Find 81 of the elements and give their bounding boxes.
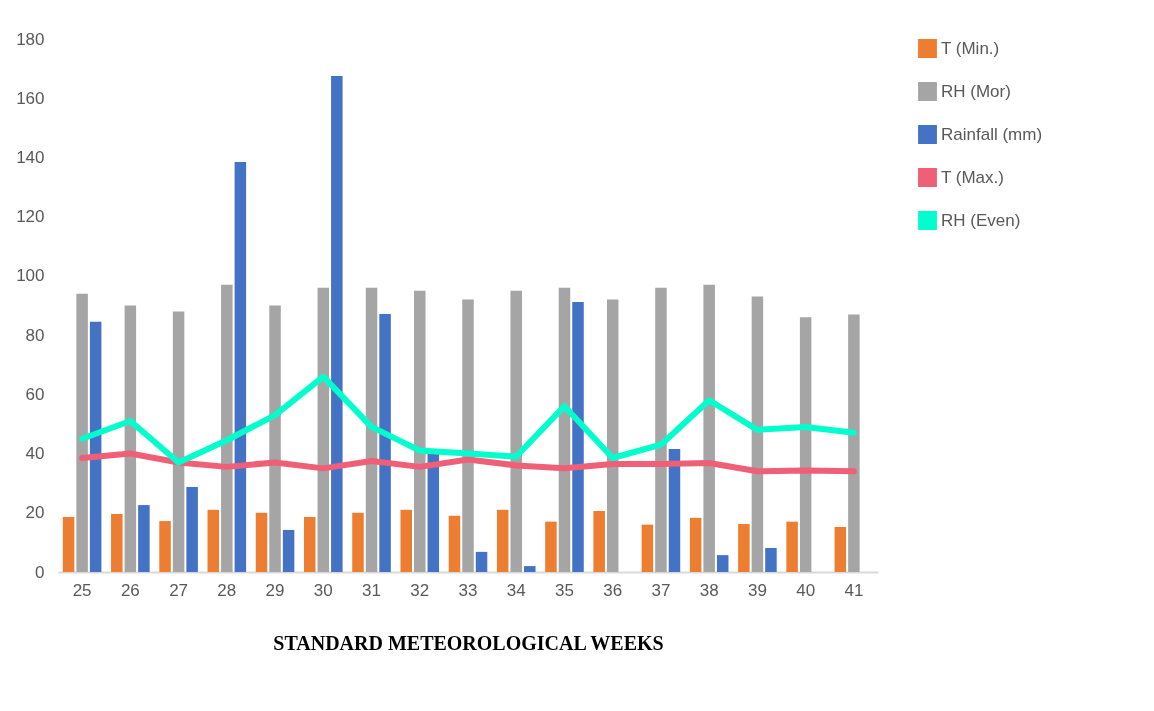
x-tick-label: 25 — [72, 580, 92, 600]
bar — [414, 290, 426, 572]
y-tick-label: 120 — [16, 207, 45, 227]
bar — [221, 284, 233, 572]
x-tick-label: 29 — [265, 580, 285, 600]
bar — [207, 509, 220, 572]
x-tick-label: 38 — [699, 580, 719, 600]
bar — [606, 299, 619, 572]
legend-label: Rainfall (mm) — [941, 124, 1043, 144]
legend-label: T (Max.) — [941, 167, 1004, 187]
legend-label: T (Min.) — [941, 38, 1000, 58]
bar — [848, 314, 860, 572]
bar — [172, 311, 185, 572]
bar — [331, 76, 343, 572]
bar — [138, 505, 150, 572]
bar — [159, 521, 171, 572]
y-tick-label: 100 — [16, 266, 45, 286]
bar — [352, 512, 364, 572]
bar — [400, 509, 412, 572]
bar — [448, 515, 461, 572]
bar — [545, 521, 557, 572]
legend-label: RH (Mor) — [941, 81, 1011, 101]
bar — [62, 516, 75, 572]
bar — [427, 453, 440, 572]
x-tick-label: 41 — [844, 580, 864, 600]
bar — [462, 299, 474, 572]
x-tick-label: 31 — [362, 580, 381, 600]
bar — [269, 305, 281, 572]
bar — [186, 487, 198, 572]
bar — [124, 305, 137, 572]
y-tick-label: 140 — [16, 147, 45, 167]
x-tick-label: 36 — [603, 580, 623, 600]
bar — [786, 521, 798, 572]
y-tick-label: 40 — [25, 444, 45, 464]
bar — [111, 513, 123, 572]
bar — [572, 301, 584, 572]
x-tick-label: 34 — [506, 580, 526, 600]
bar — [379, 314, 391, 572]
y-tick-label: 80 — [25, 325, 45, 345]
x-tick-label: 28 — [217, 580, 237, 600]
x-tick-label: 27 — [169, 580, 189, 600]
bar — [703, 284, 715, 572]
bar — [304, 516, 316, 572]
bar — [255, 512, 268, 572]
bar — [475, 551, 488, 572]
y-tick-label: 180 — [16, 29, 45, 49]
bar — [738, 524, 750, 572]
bar — [510, 290, 522, 572]
bar — [641, 524, 654, 572]
x-axis-title: STANDARD METEOROLOGICAL WEEKS — [273, 631, 664, 654]
bar — [765, 548, 777, 572]
bar — [593, 511, 605, 572]
x-tick-label: 39 — [747, 580, 767, 600]
bar — [655, 287, 667, 572]
bar — [834, 526, 847, 572]
bar — [751, 296, 764, 572]
x-tick-label: 35 — [555, 580, 574, 600]
bar — [282, 529, 295, 572]
bar — [668, 449, 681, 572]
y-tick-label: 0 — [35, 562, 45, 582]
bar — [317, 287, 330, 572]
x-tick-label: 26 — [120, 580, 140, 600]
bar — [234, 161, 247, 572]
y-tick-label: 160 — [16, 88, 45, 108]
y-tick-label: 20 — [25, 503, 45, 523]
bar — [799, 317, 812, 572]
legend-label: RH (Even) — [941, 210, 1021, 230]
bar — [558, 287, 571, 572]
bar — [365, 287, 378, 572]
bar — [524, 566, 536, 572]
x-tick-label: 40 — [796, 580, 816, 600]
bar — [689, 517, 702, 572]
x-tick-label: 33 — [458, 580, 478, 600]
x-tick-label: 30 — [313, 580, 333, 600]
y-tick-label: 60 — [25, 384, 45, 404]
bar — [496, 509, 509, 572]
x-tick-label: 37 — [651, 580, 671, 600]
x-tick-label: 32 — [410, 580, 430, 600]
bar — [89, 321, 102, 572]
bar — [76, 293, 88, 572]
bar — [716, 555, 729, 572]
